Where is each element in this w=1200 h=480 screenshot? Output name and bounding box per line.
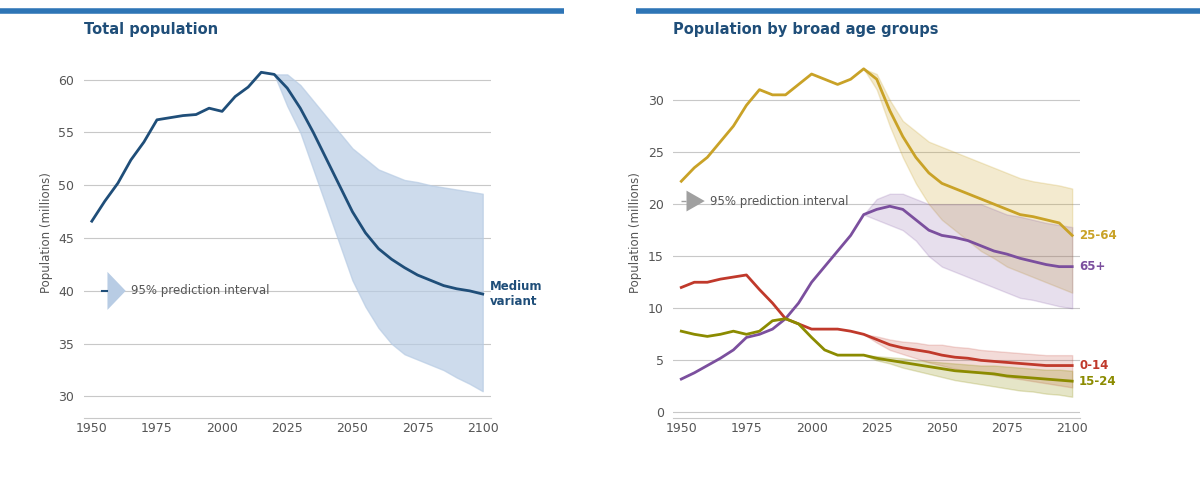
Y-axis label: Population (millions): Population (millions)	[629, 172, 642, 293]
Text: Total population: Total population	[84, 22, 218, 37]
Text: 95% prediction interval: 95% prediction interval	[710, 194, 848, 207]
Polygon shape	[108, 272, 126, 310]
Text: 15-24: 15-24	[1079, 375, 1117, 388]
Polygon shape	[686, 191, 704, 212]
Y-axis label: Population (millions): Population (millions)	[40, 172, 53, 293]
Text: 25-64: 25-64	[1079, 229, 1117, 242]
Text: Medium
variant: Medium variant	[490, 280, 542, 308]
Text: 95% prediction interval: 95% prediction interval	[131, 284, 270, 298]
Text: 0-14: 0-14	[1079, 359, 1109, 372]
Text: Population by broad age groups: Population by broad age groups	[673, 22, 938, 37]
Text: 65+: 65+	[1079, 260, 1105, 273]
